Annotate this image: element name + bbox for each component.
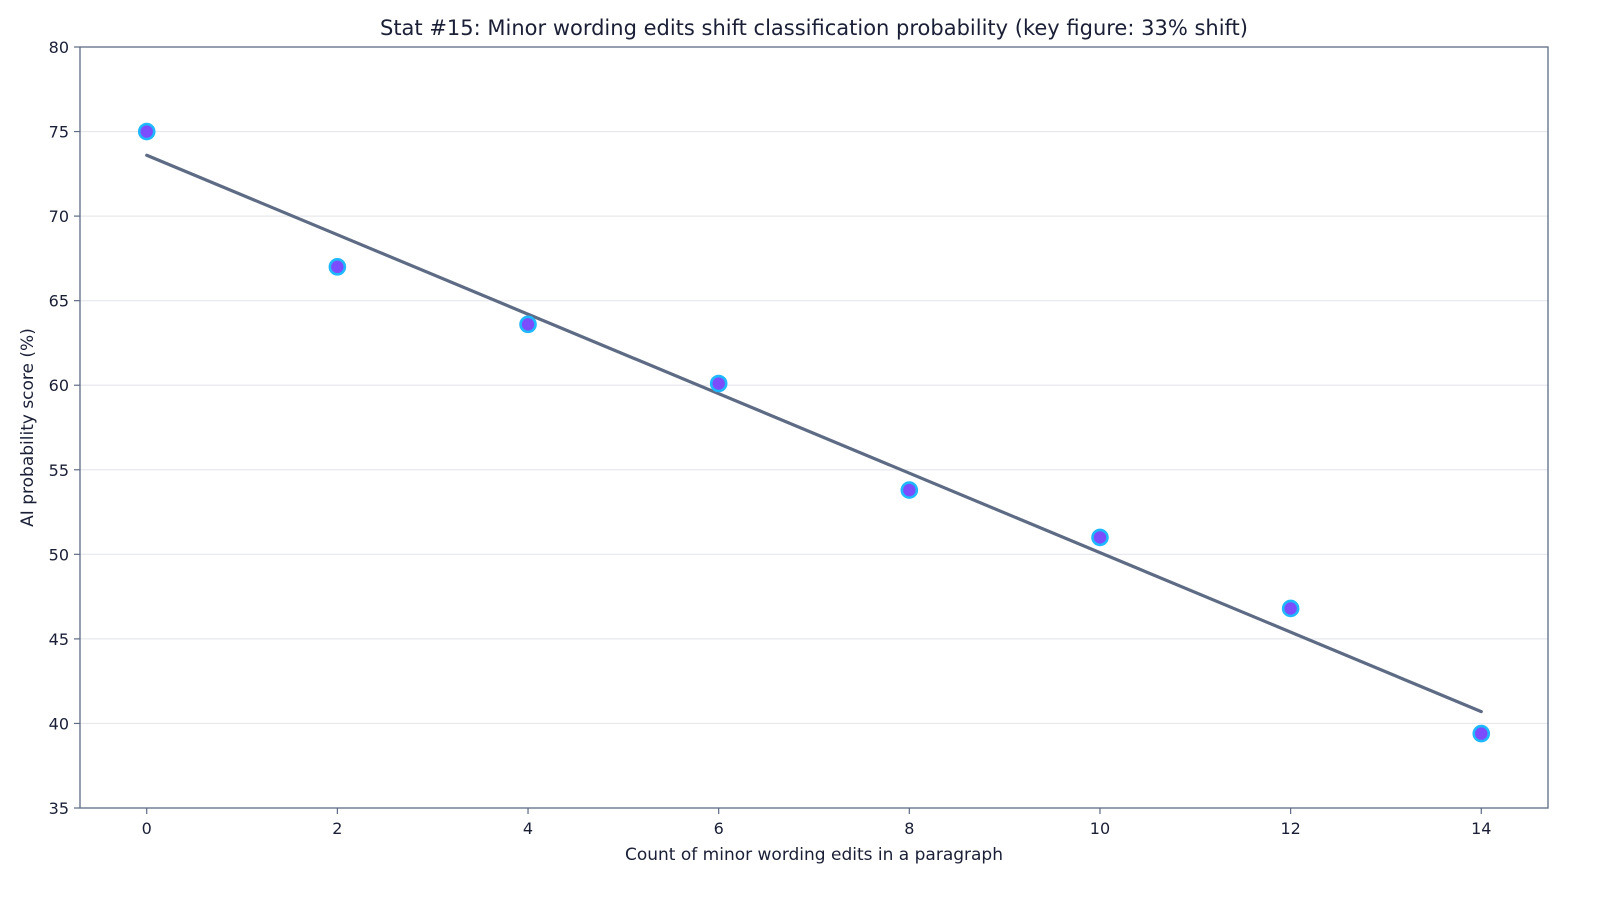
data-point xyxy=(519,315,537,334)
y-tick-label: 65 xyxy=(49,292,69,311)
x-tick-label: 0 xyxy=(142,819,152,838)
y-tick-label: 75 xyxy=(49,123,69,142)
x-tick-label: 4 xyxy=(523,819,533,838)
x-axis-label: Count of minor wording edits in a paragr… xyxy=(625,845,1003,865)
y-tick-label: 80 xyxy=(49,38,69,57)
data-point xyxy=(1281,599,1300,618)
plot-frame xyxy=(79,46,1549,809)
y-tick-label: 45 xyxy=(49,630,69,649)
data-point xyxy=(1091,528,1109,547)
y-tick-label: 60 xyxy=(49,376,69,395)
data-point xyxy=(900,481,919,499)
y-ticks: 35 40 45 50 55 60 65 70 75 80 xyxy=(49,38,80,818)
y-tick-label: 40 xyxy=(49,714,69,733)
data-point xyxy=(328,258,347,276)
data-point xyxy=(709,374,728,393)
data-point xyxy=(1472,724,1491,743)
x-tick-label: 6 xyxy=(714,819,724,838)
y-axis-label: AI probability score (%) xyxy=(18,328,38,527)
x-tick-label: 14 xyxy=(1471,819,1491,838)
x-tick-label: 10 xyxy=(1090,819,1110,838)
y-tick-label: 55 xyxy=(49,461,69,480)
x-tick-label: 8 xyxy=(904,819,914,838)
data-point xyxy=(137,122,156,141)
y-tick-label: 50 xyxy=(49,545,69,564)
y-tick-label: 35 xyxy=(49,799,69,818)
y-tick-label: 70 xyxy=(49,207,69,226)
trend-line xyxy=(145,153,1483,714)
points-layer xyxy=(137,122,1491,743)
grid-layer xyxy=(80,130,1548,725)
trend-layer xyxy=(145,153,1483,714)
chart-title: Stat #15: Minor wording edits shift clas… xyxy=(380,16,1248,40)
x-ticks: 0 2 4 6 8 10 12 14 xyxy=(142,808,1491,838)
x-tick-label: 12 xyxy=(1280,819,1300,838)
x-tick-label: 2 xyxy=(332,819,342,838)
